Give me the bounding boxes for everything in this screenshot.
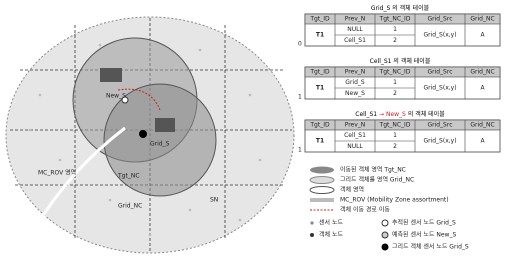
side-mark: 1 [298, 94, 302, 101]
title-part: Grid_S 의 객체 테이블 [371, 4, 430, 12]
diagram: New_S Grid_S MC_ROV 영역 Tgt_NC Grid_NC SN [6, 17, 294, 253]
cell: 2 [393, 90, 397, 97]
legend-text: 객체 노드 [319, 231, 343, 239]
cell: Grid_S [345, 79, 365, 86]
cell: 2 [393, 143, 397, 150]
cell: Grid_S(x,y) [423, 32, 456, 39]
title-part: 의 객체 테이블 [406, 110, 445, 118]
header-cell: Grid_Src [427, 122, 452, 129]
legend-symbol [310, 177, 334, 184]
cell: 1 [393, 132, 397, 139]
cell: New_S [345, 90, 365, 97]
header-cell: Grid_NC [470, 16, 494, 23]
header-cell: Tgt_ID [309, 16, 330, 23]
cell: 2 [393, 37, 397, 44]
cell: NULL [347, 143, 363, 150]
legend-symbol [310, 233, 314, 237]
label: Tgt_NC [117, 173, 140, 180]
header-cell: Tgt_NC_ID [379, 122, 411, 129]
legend-text: 센서 노드 [319, 219, 343, 227]
object-icon [100, 68, 122, 82]
label: Grid_S [150, 141, 170, 148]
table-title: Cell_S1 → New_S 의 객체 테이블 [355, 110, 445, 118]
legend-symbol [310, 198, 334, 202]
side-mark: 0 [298, 41, 302, 48]
figure: New_S Grid_S MC_ROV 영역 Tgt_NC Grid_NC SN… [0, 0, 505, 262]
header-cell: Prev_N [345, 122, 366, 129]
legend-text: MC_ROV (Mobility Zone assortment) [340, 197, 449, 204]
legend-symbol [310, 167, 334, 174]
title-part: Cell_S1 의 객체 테이블 [370, 57, 431, 65]
header-cell: Tgt_ID [309, 69, 330, 76]
header-cell: Grid_NC [470, 122, 494, 129]
cell: Cell_S1 [344, 132, 366, 139]
header-cell: Prev_N [345, 16, 366, 23]
legend-text: 이동된 객체 영역 Tgt_NC [340, 166, 406, 174]
cell: Cell_S1 [344, 37, 366, 44]
legend-text: 추적된 센서 노드 Grid_S [392, 219, 456, 227]
cell: Grid_S(x,y) [423, 85, 456, 92]
legend-symbol [382, 220, 388, 226]
cell: NULL [347, 26, 363, 33]
header-cell: Tgt_ID [309, 122, 330, 129]
header-cell: Grid_Src [427, 69, 452, 76]
header-cell: Prev_N [345, 69, 366, 76]
legend-symbol [310, 187, 334, 194]
cell: T1 [316, 32, 324, 39]
table-title: Cell_S1 의 객체 테이블 [370, 57, 431, 65]
legend-text: 그리드 객체 센서 노드 Grid_S [392, 243, 469, 251]
grid-s-node [139, 130, 147, 138]
label: Grid_NC [118, 203, 142, 210]
label: SN [210, 197, 218, 204]
legend-symbol [382, 232, 388, 238]
header-cell: Tgt_NC_ID [379, 16, 411, 23]
cell: Grid_S(x,y) [423, 138, 456, 145]
cell: T1 [316, 138, 324, 145]
legend-text: 그리드 객체를 영역 Grid_NC [340, 176, 414, 184]
title-part: Cell_S1 [355, 111, 377, 118]
label: MC_ROV 영역 [38, 169, 76, 177]
table-title: Grid_S 의 객체 테이블 [371, 4, 430, 12]
object-icon [155, 118, 175, 132]
cell: 1 [393, 26, 397, 33]
legend-symbol [382, 244, 389, 251]
header-cell: Grid_Src [427, 16, 452, 23]
legend-symbol [310, 221, 313, 224]
side-mark: 1 [298, 147, 302, 154]
legend-text: 객체 영역 [340, 186, 364, 194]
legend-text: 객체 이동 경로 이동 [340, 206, 390, 214]
title-part: → New_S [377, 111, 406, 118]
cell: T1 [316, 85, 324, 92]
header-cell: Grid_NC [470, 69, 494, 76]
header-cell: Tgt_NC_ID [379, 69, 411, 76]
cell: 1 [393, 79, 397, 86]
label: New_S [106, 93, 126, 100]
legend-text: 예측된 센서 노드 New_S [392, 231, 456, 239]
